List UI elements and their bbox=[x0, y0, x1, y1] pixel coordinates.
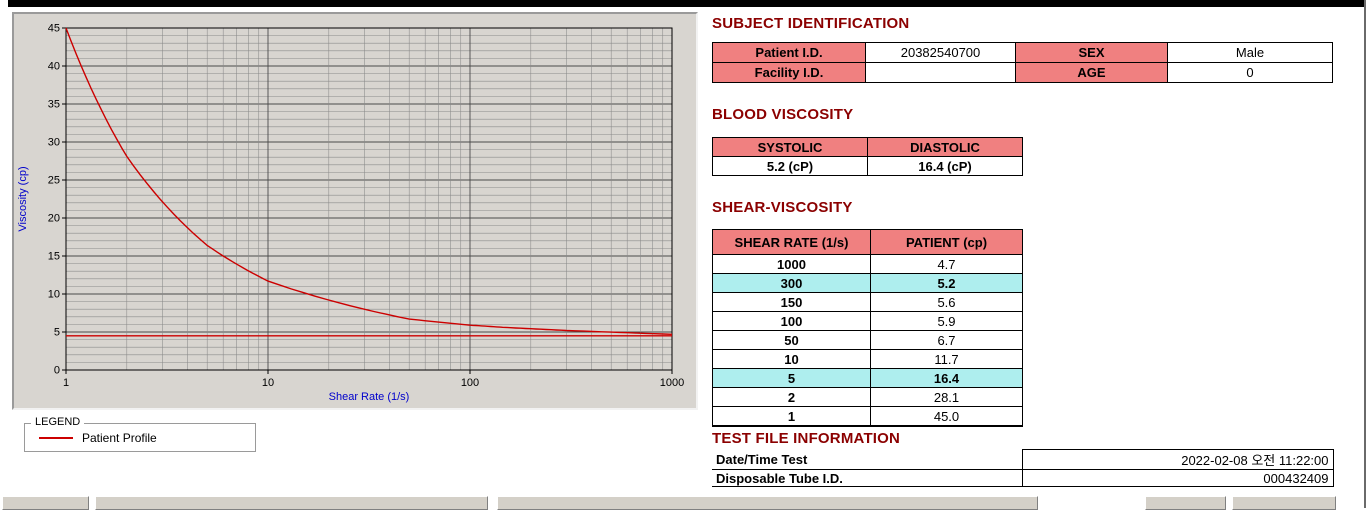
test-file-information-table: Date/Time Test 2022-02-08 오전 11:22:00 Di… bbox=[712, 449, 1334, 487]
field-label: Disposable Tube I.D. bbox=[712, 469, 1022, 487]
series-label: Patient Profile bbox=[82, 430, 157, 445]
patient-cp-cell: 28.1 bbox=[870, 387, 1023, 407]
blood-viscosity-table: SYSTOLIC DIASTOLIC 5.2 (cP) 16.4 (cP) bbox=[712, 137, 1023, 176]
shear-viscosity-chart-panel: 0 5 10 15 20 25 30 35 40 45 1 10 100 1000 Shear Rate (… bbox=[12, 12, 698, 410]
shear-rate-cell: 1000 bbox=[712, 254, 871, 274]
column-header: SHEAR RATE (1/s) bbox=[712, 229, 871, 255]
series-patient-profile bbox=[65, 27, 673, 335]
y-axis-label: Viscosity (cp) bbox=[17, 166, 29, 231]
shear-rate-cell: 5 bbox=[712, 368, 871, 388]
table-row: 50 6.7 bbox=[712, 330, 1023, 350]
table-row: 5 16.4 bbox=[712, 368, 1023, 388]
x-tick-label: 100 bbox=[461, 377, 479, 389]
shear-viscosity-chart: 0 5 10 15 20 25 30 35 40 45 1 10 100 1000 Shear Rate (… bbox=[14, 14, 696, 408]
table-row: 300 5.2 bbox=[712, 273, 1023, 293]
table-row: SYSTOLIC DIASTOLIC bbox=[712, 137, 1023, 157]
patient-cp-cell: 45.0 bbox=[870, 406, 1023, 427]
shear-rate-cell: 10 bbox=[712, 349, 871, 369]
table-row: 10 11.7 bbox=[712, 349, 1023, 369]
shear-rate-cell: 2 bbox=[712, 387, 871, 407]
table-row: 2 28.1 bbox=[712, 387, 1023, 407]
y-tick-label: 45 bbox=[48, 23, 60, 35]
field-label: SEX bbox=[1015, 42, 1168, 63]
field-value: Male bbox=[1167, 42, 1333, 63]
datetime-test-value: 2022-02-08 오전 11:22:00 bbox=[1021, 449, 1334, 470]
field-value: 0 bbox=[1167, 62, 1333, 83]
table-row: Patient I.D. 20382540700 SEX Male bbox=[712, 42, 1333, 63]
table-row: 150 5.6 bbox=[712, 292, 1023, 312]
blood-viscosity-title: BLOOD VISCOSITY bbox=[712, 106, 854, 123]
table-row: Date/Time Test 2022-02-08 오전 11:22:00 bbox=[712, 449, 1334, 470]
plot-border bbox=[65, 27, 673, 371]
y-tick-label: 35 bbox=[48, 99, 60, 111]
y-tick-label: 25 bbox=[48, 175, 60, 187]
test-file-information-title: TEST FILE INFORMATION bbox=[712, 430, 901, 447]
table-row: 100 5.9 bbox=[712, 311, 1023, 331]
table-row: 1000 4.7 bbox=[712, 254, 1023, 274]
table-header-row: SHEAR RATE (1/s) PATIENT (cp) bbox=[712, 229, 1023, 255]
chart-background bbox=[14, 14, 696, 408]
series-line-swatch bbox=[39, 436, 73, 439]
y-tick-label: 5 bbox=[54, 327, 60, 339]
disposable-tube-id-value: 000432409 bbox=[1021, 469, 1334, 487]
field-label: AGE bbox=[1015, 62, 1168, 83]
shear-rate-cell: 300 bbox=[712, 273, 871, 293]
shear-rate-cell: 50 bbox=[712, 330, 871, 350]
field-value bbox=[865, 62, 1016, 83]
y-tick-label: 30 bbox=[48, 137, 60, 149]
window-right-edge bbox=[1364, 0, 1366, 508]
y-tick-label: 20 bbox=[48, 213, 60, 225]
patient-cp-cell: 11.7 bbox=[870, 349, 1023, 369]
shear-rate-cell: 150 bbox=[712, 292, 871, 312]
y-tick-label: 15 bbox=[48, 251, 60, 263]
y-tick-label: 10 bbox=[48, 289, 60, 301]
x-tick-label: 10 bbox=[262, 377, 274, 389]
legend-group-label: LEGEND bbox=[31, 416, 85, 428]
table-row: Disposable Tube I.D. 000432409 bbox=[712, 469, 1334, 487]
y-tick-label: 0 bbox=[54, 365, 60, 377]
column-header: SYSTOLIC bbox=[712, 137, 868, 157]
systolic-value: 5.2 (cP) bbox=[712, 156, 868, 176]
patient-cp-cell: 4.7 bbox=[870, 254, 1023, 274]
column-header: PATIENT (cp) bbox=[870, 229, 1023, 255]
x-axis-label: Shear Rate (1/s) bbox=[329, 391, 410, 403]
field-label: Facility I.D. bbox=[712, 62, 866, 83]
window-top-edge bbox=[8, 0, 1366, 7]
x-tick-label: 1000 bbox=[660, 377, 684, 389]
field-label: Patient I.D. bbox=[712, 42, 866, 63]
table-row: 5.2 (cP) 16.4 (cP) bbox=[712, 156, 1023, 176]
subject-identification-title: SUBJECT IDENTIFICATION bbox=[712, 15, 910, 32]
field-value: 20382540700 bbox=[865, 42, 1016, 63]
shear-rate-cell: 1 bbox=[712, 406, 871, 427]
diastolic-value: 16.4 (cP) bbox=[867, 156, 1023, 176]
table-row: Facility I.D. AGE 0 bbox=[712, 62, 1333, 83]
y-tick-label: 40 bbox=[48, 61, 60, 73]
column-header: DIASTOLIC bbox=[867, 137, 1023, 157]
patient-cp-cell: 5.9 bbox=[870, 311, 1023, 331]
shear-rate-cell: 100 bbox=[712, 311, 871, 331]
x-tick-label: 1 bbox=[63, 377, 69, 389]
subject-identification-table: Patient I.D. 20382540700 SEX Male Facili… bbox=[712, 42, 1333, 83]
patient-cp-cell: 5.2 bbox=[870, 273, 1023, 293]
table-row: 1 45.0 bbox=[712, 406, 1023, 427]
patient-cp-cell: 6.7 bbox=[870, 330, 1023, 350]
patient-cp-cell: 5.6 bbox=[870, 292, 1023, 312]
legend: LEGEND Patient Profile bbox=[24, 416, 256, 452]
patient-cp-cell: 16.4 bbox=[870, 368, 1023, 388]
shear-viscosity-table: SHEAR RATE (1/s) PATIENT (cp) 1000 4.7 3… bbox=[712, 229, 1023, 427]
shear-viscosity-title: SHEAR-VISCOSITY bbox=[712, 199, 853, 216]
field-label: Date/Time Test bbox=[712, 449, 1022, 470]
